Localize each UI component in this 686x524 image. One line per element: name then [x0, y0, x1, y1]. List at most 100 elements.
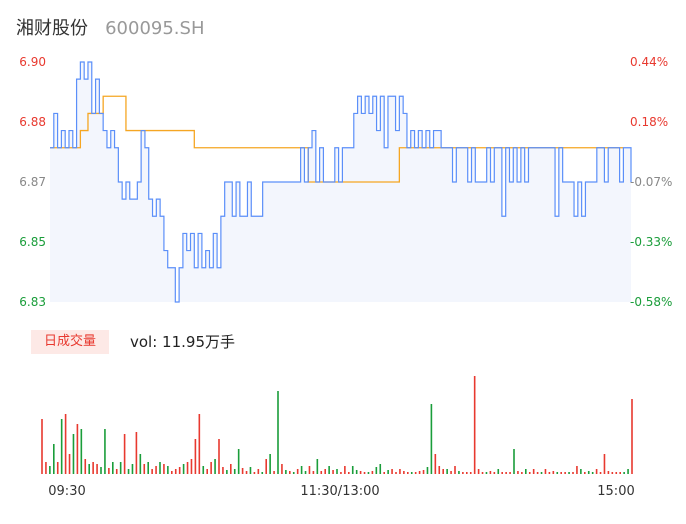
volume-bar [147, 462, 149, 474]
volume-bar [155, 466, 157, 474]
volume-bar [230, 464, 232, 474]
volume-bar [281, 464, 283, 474]
volume-bar [292, 472, 295, 474]
x-tick-label: 15:00 [597, 484, 634, 499]
y-tick-label: 6.88 [19, 115, 46, 129]
volume-bar [418, 471, 421, 474]
y-tick-label: 6.85 [19, 235, 46, 249]
volume-bar [159, 462, 161, 474]
volume-bar [171, 471, 173, 474]
volume-bar [387, 470, 389, 474]
volume-bar [131, 464, 134, 474]
volume-bar [552, 471, 555, 474]
volume-bar [167, 466, 169, 474]
volume-bar [304, 471, 307, 474]
volume-bar [112, 462, 114, 474]
volume-bar [619, 472, 621, 474]
volume-bar [194, 439, 197, 474]
volume-bar [139, 454, 142, 474]
y-tick-label: 6.87 [19, 175, 46, 189]
y-tick-label: 6.83 [19, 295, 46, 309]
volume-bar [41, 419, 43, 474]
price-chart: 6.83 6.85 6.87 6.88 6.90 -0.58% -0.33% -0.07% 0.… [19, 55, 672, 309]
stock-name: 湘财股份 [16, 18, 88, 39]
volume-bar [572, 472, 574, 474]
volume-bar [438, 466, 441, 474]
volume-bar [576, 466, 578, 474]
volume-bar [477, 469, 480, 474]
volume-bar [320, 471, 323, 474]
volume-bar [257, 469, 260, 474]
volume-bar [466, 472, 468, 474]
volume-bar [210, 462, 212, 474]
volume-bar [198, 414, 201, 474]
volume-bar [580, 469, 582, 474]
volume-bar [84, 459, 87, 474]
volume-bar [123, 434, 126, 474]
volume-bar [584, 472, 586, 474]
volume-badge[interactable]: 日成交量 [31, 330, 109, 354]
volume-bar [544, 469, 547, 474]
volume-bar [237, 449, 240, 474]
volume-bar [379, 464, 382, 474]
volume-bar [214, 459, 216, 474]
volume-bar [481, 472, 484, 474]
volume-bar [143, 464, 146, 474]
volume-bar [163, 464, 165, 474]
volume-bar [88, 464, 90, 474]
volume-bar [395, 472, 397, 474]
volume-bar [76, 424, 79, 474]
volume-bar [611, 472, 614, 474]
volume-bar [489, 471, 492, 474]
volume-bar [119, 462, 122, 474]
volume-bar [285, 470, 287, 474]
volume-bar [241, 468, 244, 474]
volume-bar [434, 454, 437, 474]
volume-bar [403, 471, 405, 474]
volume-bar [100, 467, 102, 474]
volume-bar [556, 472, 559, 474]
volume-bar [513, 449, 515, 474]
x-tick-label: 11:30/13:00 [300, 484, 379, 499]
volume-bar [505, 472, 507, 474]
volume-bar [359, 471, 362, 474]
stock-code: 600095.SH [105, 18, 205, 39]
volume-bar [595, 469, 598, 474]
volume-bar [525, 469, 527, 474]
volume-label: vol: 11.95万手 [130, 333, 235, 351]
volume-bar [355, 470, 358, 474]
volume-bar [442, 469, 444, 474]
volume-bar [407, 472, 409, 474]
volume-bar [249, 467, 252, 474]
volume-bar [316, 459, 319, 474]
volume-bar [233, 469, 236, 474]
volume-bar [265, 459, 267, 474]
volume-bar [273, 471, 275, 474]
volume-bar [324, 469, 326, 474]
volume-bar [104, 429, 106, 474]
volume-bar [422, 470, 425, 474]
volume-bar [60, 419, 63, 474]
volume-bar [261, 472, 264, 474]
volume-bar [532, 469, 535, 474]
volume-bar [174, 469, 177, 474]
volume-bar [186, 462, 189, 474]
volume-bar [53, 444, 55, 474]
volume-bar [336, 469, 338, 474]
volume-bar [363, 472, 366, 474]
volume-bar [64, 414, 67, 474]
volume-bar [332, 470, 334, 474]
volume-bar [410, 472, 413, 474]
volume-bar [603, 454, 606, 474]
volume-bar [391, 469, 393, 474]
volume-bar [245, 471, 248, 474]
volume-bar [446, 469, 448, 474]
volume-bar [72, 434, 75, 474]
volume-bar [351, 466, 354, 474]
volume-bar [300, 466, 303, 474]
volume-bar [430, 404, 433, 474]
volume-bar [485, 472, 488, 474]
volume-bar [92, 462, 94, 474]
volume-bar [269, 454, 271, 474]
volume-bar [226, 470, 228, 474]
